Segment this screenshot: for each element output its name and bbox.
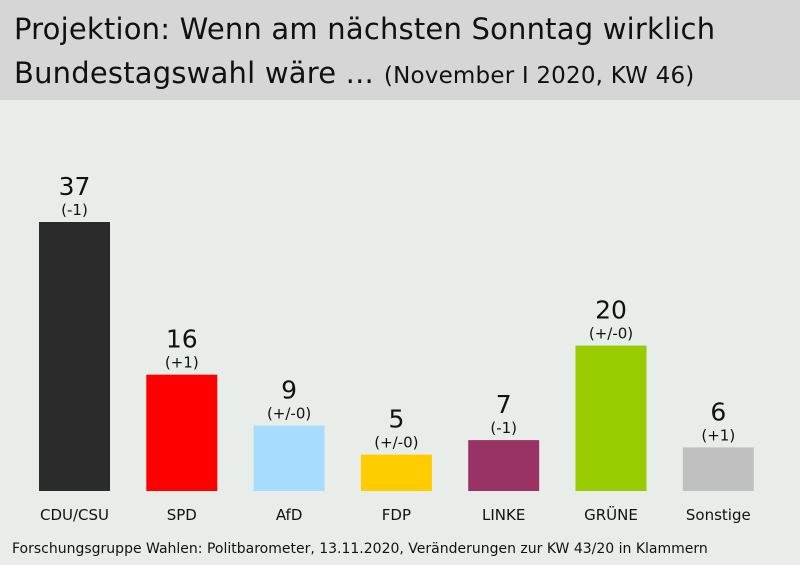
- change-label-linke: (-1): [490, 419, 517, 437]
- bar-fdp: [360, 454, 432, 491]
- value-label-grüne: 20: [595, 296, 627, 325]
- change-label-cdu-csu: (-1): [61, 201, 88, 219]
- change-label-afd: (+/-0): [267, 405, 311, 423]
- source-note: Forschungsgruppe Wahlen: Politbarometer,…: [12, 541, 708, 557]
- change-label-fdp: (+/-0): [374, 434, 418, 452]
- category-label-fdp: FDP: [382, 506, 411, 524]
- category-label-afd: AfD: [276, 506, 303, 524]
- value-label-sonstige: 6: [710, 397, 726, 426]
- value-label-afd: 9: [281, 376, 297, 405]
- category-label-grüne: GRÜNE: [584, 505, 638, 524]
- chart-title-line2: Bundestagswahl wäre ... (November I 2020,…: [14, 56, 694, 90]
- bar-sonstige: [682, 447, 754, 491]
- value-label-fdp: 5: [388, 405, 404, 434]
- category-label-sonstige: Sonstige: [686, 506, 751, 524]
- bar-cdu-csu: [39, 222, 110, 491]
- category-label-linke: LINKE: [482, 506, 525, 524]
- bar-chart: 37(-1)CDU/CSU16(+1)SPD9(+/-0)AfD5(+/-0)F…: [39, 172, 754, 524]
- bar-linke: [468, 440, 540, 491]
- category-label-spd: SPD: [167, 506, 197, 524]
- change-label-grüne: (+/-0): [589, 325, 633, 343]
- chart-title-line1: Projektion: Wenn am nächsten Sonntag wir…: [14, 12, 716, 46]
- value-label-linke: 7: [496, 390, 512, 419]
- change-label-sonstige: (+1): [701, 426, 735, 444]
- chart-title-main: Bundestagswahl wäre ...: [14, 56, 374, 90]
- bar-afd: [253, 425, 325, 491]
- bar-grüne: [575, 345, 647, 491]
- bar-spd: [146, 374, 218, 491]
- title-banner: Projektion: Wenn am nächsten Sonntag wir…: [0, 0, 800, 100]
- change-label-spd: (+1): [165, 354, 199, 372]
- chart-subtitle: (November I 2020, KW 46): [383, 63, 695, 89]
- value-label-cdu-csu: 37: [59, 172, 91, 201]
- category-label-cdu-csu: CDU/CSU: [40, 506, 109, 524]
- value-label-spd: 16: [166, 325, 198, 354]
